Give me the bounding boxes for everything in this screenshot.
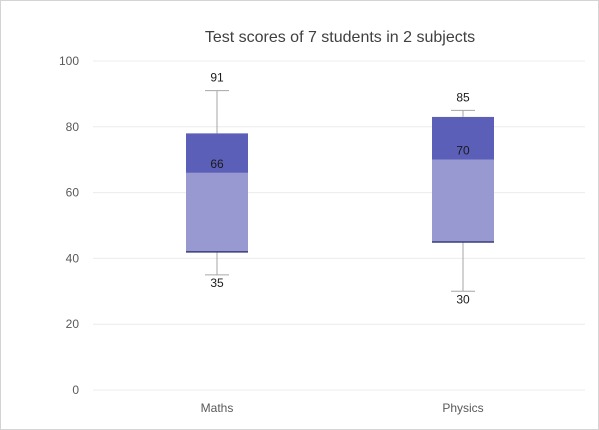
median-label-physics: 70 (456, 144, 470, 158)
x-category-label-maths: Maths (201, 401, 234, 415)
x-category-label-physics: Physics (442, 401, 483, 415)
chart-title: Test scores of 7 students in 2 subjects (205, 29, 475, 46)
min-label-physics: 30 (456, 292, 470, 306)
min-label-maths: 35 (210, 276, 224, 290)
box-maths: 91 66 35 (186, 71, 248, 290)
upper-box-maths (186, 133, 248, 173)
max-label-physics: 85 (456, 90, 470, 104)
y-tick-label-40: 40 (66, 251, 80, 265)
y-axis-tick-labels: 0 20 40 60 80 100 (59, 54, 79, 397)
x-axis-category-labels: Maths Physics (201, 401, 484, 415)
grid-lines (93, 60, 585, 391)
y-tick-label-60: 60 (66, 186, 80, 200)
y-tick-label-100: 100 (59, 54, 79, 68)
y-tick-label-80: 80 (66, 120, 80, 134)
box-physics: 85 70 30 (432, 90, 494, 306)
upper-box-physics (432, 116, 494, 160)
lower-box-maths (186, 172, 248, 252)
max-label-maths: 91 (210, 71, 224, 85)
y-tick-label-20: 20 (66, 317, 80, 331)
box-series: 91 66 35 85 70 30 (186, 71, 494, 306)
median-label-maths: 66 (210, 157, 224, 171)
y-tick-label-0: 0 (72, 383, 79, 397)
lower-box-physics (432, 159, 494, 242)
